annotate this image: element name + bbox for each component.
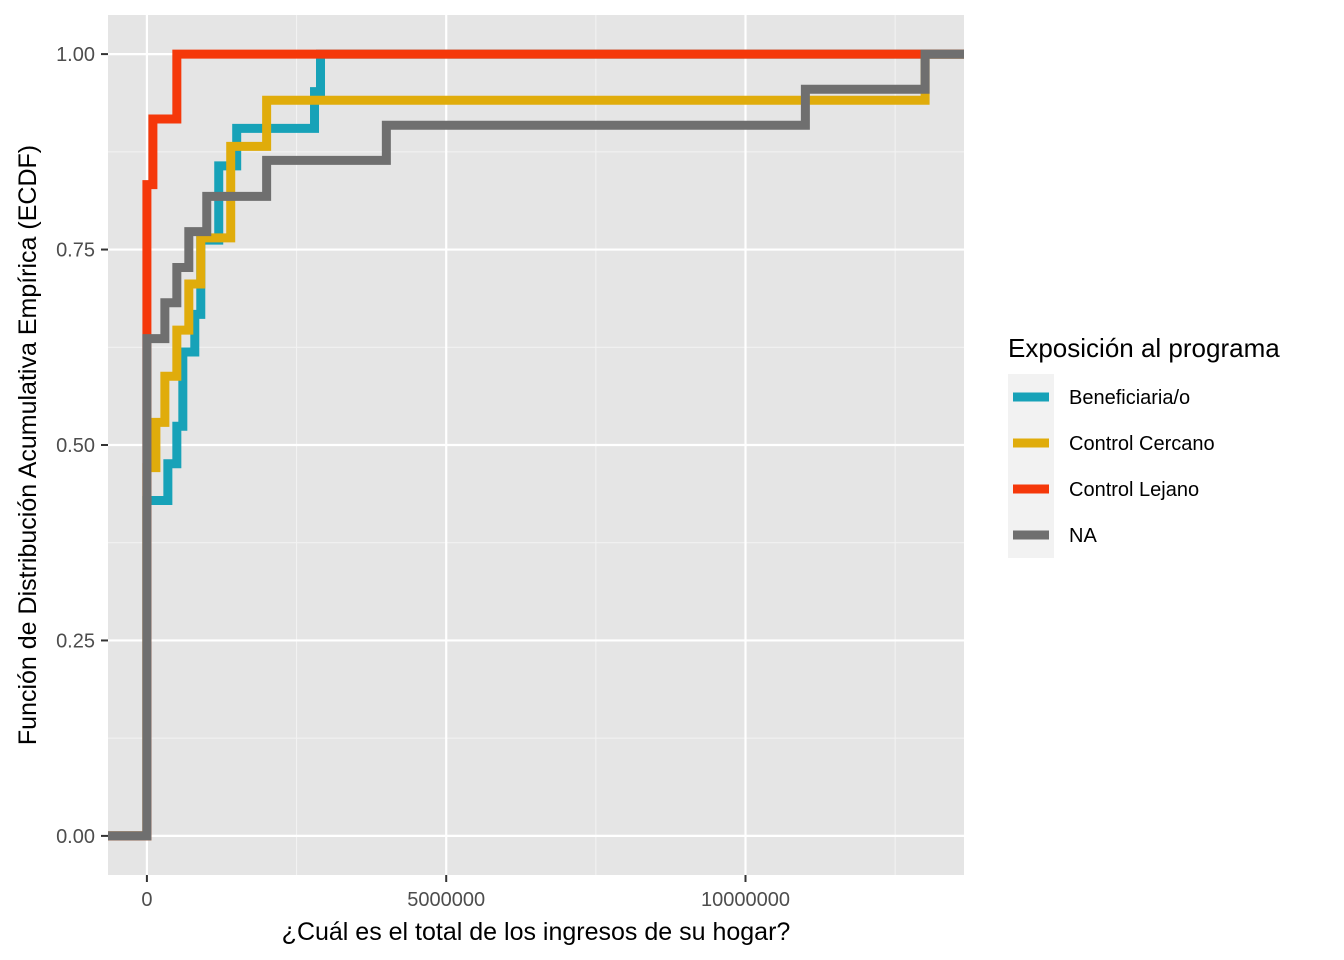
legend-label-beneficiaria-o: Beneficiaria/o [1069,387,1190,409]
series-line-control-cercano [108,49,964,841]
series-line-beneficiaria-o [108,49,964,841]
legend-title: Exposición al programa [1008,333,1280,363]
x-tick-label: 10000000 [701,889,790,911]
y-tick-label: 1.00 [56,44,95,66]
y-tick-label: 0.00 [56,826,95,848]
legend-key-background [1008,374,1054,558]
legend-items: Beneficiaria/o Control Cercano Control Lej… [1013,387,1215,547]
legend-label-na: NA [1069,525,1097,547]
y-axis-title: Función de Distribución Acumulativa Empí… [14,145,42,745]
legend-label-control-cercano: Control Cercano [1069,433,1215,455]
axes: 0 5000000 10000000 0.00 0.25 0.50 0.75 1.00 [56,44,790,911]
legend: Exposición al programa Beneficiaria/o Con… [1008,333,1280,558]
legend-label-control-lejano: Control Lejano [1069,479,1199,501]
x-tick-label: 5000000 [407,889,485,911]
series-line-na [108,49,964,841]
x-tick-label: 0 [141,889,152,911]
y-tick-label: 0.75 [56,240,95,262]
y-tick-label: 0.25 [56,630,95,652]
y-tick-label: 0.50 [56,435,95,457]
x-axis-title: ¿Cuál es el total de los ingresos de su … [282,918,791,946]
series-layer [108,49,964,841]
